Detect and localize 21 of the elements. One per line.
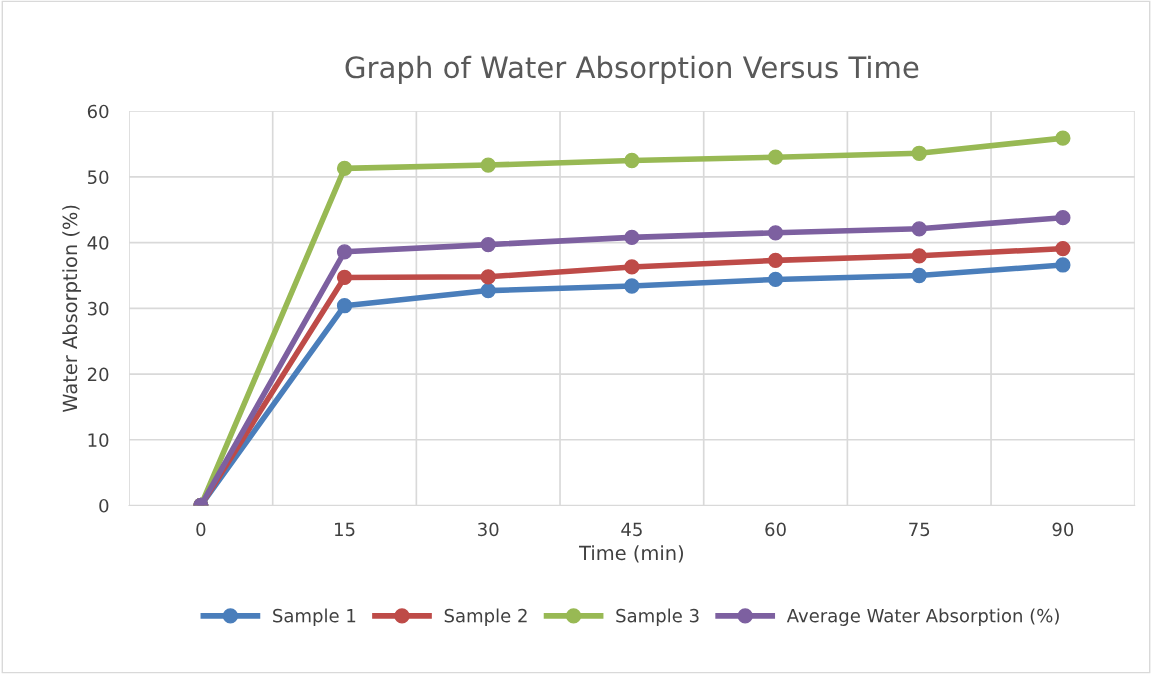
x-tick-label: 0 <box>196 522 206 537</box>
y-tick-label: 60 <box>87 104 109 119</box>
y-tick-label: 10 <box>88 433 109 447</box>
legend-label: Sample 1 <box>273 608 356 626</box>
x-tick-label: 60 <box>765 522 786 537</box>
y-tick-label: 0 <box>99 498 109 513</box>
y-axis-title: Water Absorption (%) <box>62 205 82 413</box>
x-tick-label: 30 <box>478 522 499 537</box>
legend-label: Sample 3 <box>616 608 699 626</box>
x-tick-label: 15 <box>335 522 355 537</box>
x-axis-title: Time (min) <box>579 545 683 563</box>
x-tick-label: 90 <box>1052 522 1074 537</box>
x-tick-label: 45 <box>621 522 642 537</box>
y-tick-label: 30 <box>87 301 109 316</box>
x-tick-label: 75 <box>909 522 930 537</box>
y-tick-label: 20 <box>87 367 109 382</box>
chart-title: Graph of Water Absorption Versus Time <box>345 55 919 84</box>
y-tick-label: 40 <box>87 236 109 250</box>
legend-label: Sample 2 <box>444 608 527 626</box>
y-tick-label: 50 <box>88 170 109 185</box>
legend-label: Average Water Absorption (%) <box>786 608 1059 626</box>
